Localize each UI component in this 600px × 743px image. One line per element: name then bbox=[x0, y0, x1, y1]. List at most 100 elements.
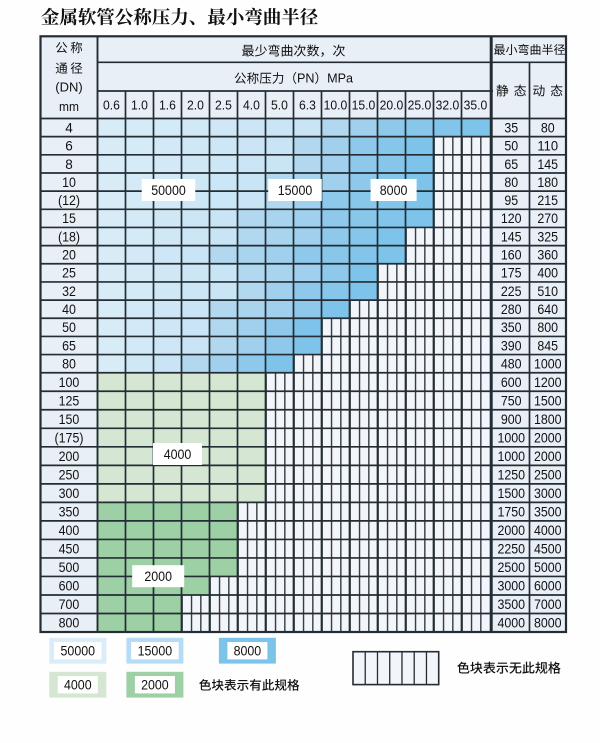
svg-text:(18): (18) bbox=[58, 229, 80, 244]
svg-text:150: 150 bbox=[59, 412, 80, 427]
svg-text:(DN): (DN) bbox=[55, 80, 82, 95]
svg-text:1.0: 1.0 bbox=[131, 98, 148, 113]
svg-text:80: 80 bbox=[504, 175, 518, 190]
svg-text:500: 500 bbox=[59, 560, 80, 575]
svg-text:1000: 1000 bbox=[497, 430, 525, 445]
svg-text:5.0: 5.0 bbox=[271, 98, 288, 113]
svg-text:4: 4 bbox=[65, 120, 73, 135]
svg-text:2.5: 2.5 bbox=[215, 98, 232, 113]
svg-text:8000: 8000 bbox=[380, 183, 408, 198]
svg-text:7000: 7000 bbox=[534, 597, 562, 612]
svg-text:50: 50 bbox=[504, 139, 518, 154]
svg-text:145: 145 bbox=[537, 157, 558, 172]
svg-text:600: 600 bbox=[501, 375, 522, 390]
svg-text:120: 120 bbox=[501, 211, 522, 226]
svg-text:10.0: 10.0 bbox=[324, 98, 348, 113]
svg-text:510: 510 bbox=[537, 284, 558, 299]
svg-text:4000: 4000 bbox=[497, 616, 525, 631]
svg-text:250: 250 bbox=[59, 467, 80, 482]
svg-text:100: 100 bbox=[59, 375, 80, 390]
svg-text:175: 175 bbox=[501, 266, 522, 281]
svg-text:1000: 1000 bbox=[497, 449, 525, 464]
svg-text:4000: 4000 bbox=[534, 523, 562, 538]
svg-text:390: 390 bbox=[501, 338, 522, 353]
svg-text:50000: 50000 bbox=[61, 644, 96, 659]
svg-text:1800: 1800 bbox=[534, 412, 562, 427]
svg-text:325: 325 bbox=[537, 229, 558, 244]
svg-text:MPa: MPa bbox=[327, 72, 353, 86]
svg-text:2500: 2500 bbox=[534, 467, 562, 482]
svg-text:(175): (175) bbox=[55, 430, 84, 445]
svg-text:3000: 3000 bbox=[534, 486, 562, 501]
svg-text:1.6: 1.6 bbox=[159, 98, 176, 113]
svg-text:mm: mm bbox=[59, 99, 79, 114]
svg-text:800: 800 bbox=[537, 320, 558, 335]
svg-text:15000: 15000 bbox=[138, 644, 173, 659]
svg-text:750: 750 bbox=[501, 393, 522, 408]
svg-text:145: 145 bbox=[501, 229, 522, 244]
svg-text:360: 360 bbox=[537, 248, 558, 263]
svg-text:280: 280 bbox=[501, 302, 522, 317]
svg-text:8: 8 bbox=[65, 157, 73, 172]
svg-text:32: 32 bbox=[62, 284, 76, 299]
svg-text:200: 200 bbox=[59, 449, 80, 464]
svg-text:PN: PN bbox=[297, 72, 315, 86]
svg-text:4500: 4500 bbox=[534, 542, 562, 557]
svg-text:300: 300 bbox=[59, 486, 80, 501]
svg-text:0.6: 0.6 bbox=[103, 98, 120, 113]
svg-text:20: 20 bbox=[62, 248, 76, 263]
svg-text:35: 35 bbox=[504, 120, 518, 135]
svg-text:80: 80 bbox=[62, 357, 76, 372]
svg-text:2000: 2000 bbox=[497, 523, 525, 538]
svg-text:160: 160 bbox=[501, 248, 522, 263]
svg-text:2000: 2000 bbox=[141, 678, 169, 693]
svg-text:95: 95 bbox=[504, 193, 518, 208]
svg-text:3000: 3000 bbox=[497, 579, 525, 594]
svg-text:10: 10 bbox=[62, 175, 76, 190]
svg-text:65: 65 bbox=[62, 338, 76, 353]
svg-text:3500: 3500 bbox=[497, 597, 525, 612]
svg-text:32.0: 32.0 bbox=[436, 98, 460, 113]
svg-text:5000: 5000 bbox=[534, 560, 562, 575]
svg-text:640: 640 bbox=[537, 302, 558, 317]
svg-text:125: 125 bbox=[59, 393, 80, 408]
svg-text:900: 900 bbox=[501, 412, 522, 427]
svg-text:350: 350 bbox=[59, 505, 80, 520]
svg-text:8000: 8000 bbox=[534, 616, 562, 631]
svg-text:225: 225 bbox=[501, 284, 522, 299]
svg-text:450: 450 bbox=[59, 542, 80, 557]
svg-text:1000: 1000 bbox=[534, 357, 562, 372]
svg-text:215: 215 bbox=[537, 193, 558, 208]
svg-text:6: 6 bbox=[65, 139, 73, 154]
svg-text:65: 65 bbox=[504, 157, 518, 172]
svg-text:40: 40 bbox=[62, 302, 76, 317]
svg-text:400: 400 bbox=[59, 523, 80, 538]
svg-text:80: 80 bbox=[541, 120, 555, 135]
svg-text:2000: 2000 bbox=[144, 569, 172, 584]
svg-text:35.0: 35.0 bbox=[464, 98, 488, 113]
svg-text:25: 25 bbox=[62, 266, 76, 281]
svg-text:4000: 4000 bbox=[164, 447, 192, 462]
svg-text:50000: 50000 bbox=[151, 183, 186, 198]
svg-text:845: 845 bbox=[537, 338, 558, 353]
svg-text:110: 110 bbox=[537, 139, 558, 154]
svg-text:1200: 1200 bbox=[534, 375, 562, 390]
svg-text:600: 600 bbox=[59, 579, 80, 594]
svg-text:800: 800 bbox=[59, 616, 80, 631]
svg-text:6.3: 6.3 bbox=[299, 98, 316, 113]
svg-text:350: 350 bbox=[501, 320, 522, 335]
svg-text:50: 50 bbox=[62, 320, 76, 335]
svg-text:1500: 1500 bbox=[497, 486, 525, 501]
svg-text:2000: 2000 bbox=[534, 449, 562, 464]
svg-text:1500: 1500 bbox=[534, 393, 562, 408]
svg-text:15: 15 bbox=[62, 211, 76, 226]
svg-text:2.0: 2.0 bbox=[187, 98, 204, 113]
svg-text:1250: 1250 bbox=[497, 467, 525, 482]
svg-text:15000: 15000 bbox=[278, 183, 313, 198]
svg-text:2000: 2000 bbox=[534, 430, 562, 445]
svg-text:180: 180 bbox=[537, 175, 558, 190]
svg-text:4000: 4000 bbox=[64, 678, 92, 693]
svg-text:480: 480 bbox=[501, 357, 522, 372]
svg-text:270: 270 bbox=[537, 211, 558, 226]
svg-text:2250: 2250 bbox=[497, 542, 525, 557]
